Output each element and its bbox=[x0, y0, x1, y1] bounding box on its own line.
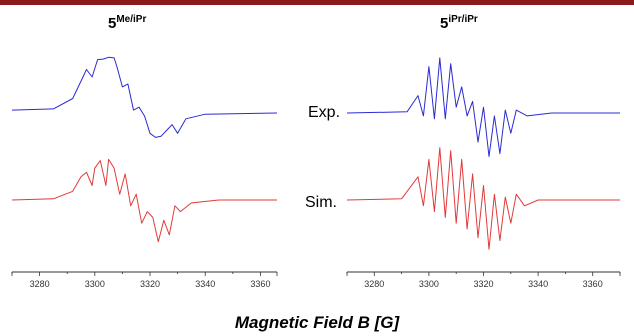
x-axis-label: Magnetic Field B [G] bbox=[235, 313, 401, 332]
panel-left-ticks: 3280 3300 3320 3340 3360 bbox=[11, 272, 278, 289]
panel-right-title: 5iPr/iPr bbox=[440, 14, 478, 32]
top-accent-bar bbox=[0, 0, 634, 5]
panel-right-series bbox=[346, 57, 620, 250]
panel-left-series bbox=[11, 56, 278, 243]
x-tick-label: 3360 bbox=[250, 279, 270, 289]
series-sim-trace bbox=[11, 158, 277, 243]
x-tick-label: 3300 bbox=[85, 279, 105, 289]
x-tick-label: 3340 bbox=[195, 279, 215, 289]
panel-right: 5iPr/iPr 3280 3300 3320 3340 3360 bbox=[346, 14, 621, 289]
series-sim-trace bbox=[346, 147, 620, 250]
x-tick-label: 3340 bbox=[528, 279, 548, 289]
panel-right-ticks: 3280 3300 3320 3340 3360 bbox=[346, 272, 621, 289]
panel-left-title: 5Me/iPr bbox=[108, 14, 146, 32]
x-tick-label: 3300 bbox=[419, 279, 439, 289]
trace-label-exp: Exp. bbox=[308, 104, 340, 121]
trace-label-sim: Sim. bbox=[305, 194, 337, 211]
series-exp-trace bbox=[346, 57, 620, 157]
x-tick-label: 3280 bbox=[30, 279, 50, 289]
panel-left: 5Me/iPr 3280 3300 3320 3340 3360 bbox=[11, 14, 278, 289]
x-tick-label: 3280 bbox=[364, 279, 384, 289]
x-tick-label: 3320 bbox=[140, 279, 160, 289]
x-tick-label: 3320 bbox=[473, 279, 493, 289]
series-exp-trace bbox=[11, 56, 278, 138]
x-tick-label: 3360 bbox=[583, 279, 603, 289]
